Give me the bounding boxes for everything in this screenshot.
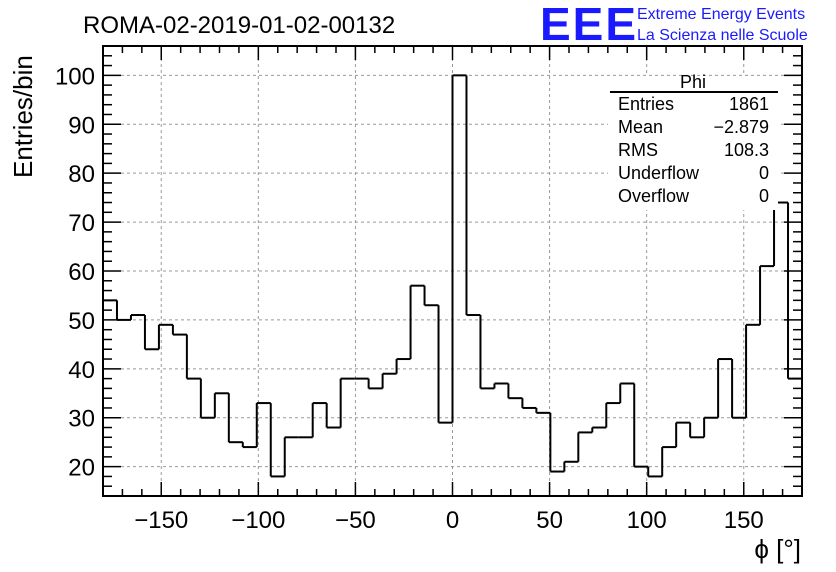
x-tick-label: 50 (536, 507, 563, 534)
logo-mark: EEE (540, 0, 638, 50)
x-tick-label: 0 (446, 507, 459, 534)
x-tick-label: −150 (134, 507, 188, 534)
x-tick-label: 150 (724, 507, 764, 534)
y-axis-label: Entries/bin (8, 55, 38, 178)
stats-row-label: Entries (618, 94, 674, 114)
y-tick-label: 60 (68, 259, 95, 286)
stats-row-label: RMS (618, 140, 658, 160)
chart-title: ROMA-02-2019-01-02-00132 (83, 12, 395, 39)
y-tick-label: 20 (68, 455, 95, 482)
stats-row-label: Overflow (618, 186, 690, 206)
tick-marks (102, 45, 803, 497)
y-tick-label: 100 (55, 63, 95, 90)
y-tick-label: 80 (68, 161, 95, 188)
logo-line-2: La Scienza nelle Scuole (637, 27, 808, 44)
stats-row-value: 108.3 (724, 140, 769, 160)
y-tick-label: 90 (68, 112, 95, 139)
x-axis-label: ϕ [°] (754, 534, 801, 564)
x-tick-label: −100 (231, 507, 285, 534)
stats-box-title: Phi (680, 72, 706, 92)
histogram-series (103, 74, 802, 478)
stats-row-label: Underflow (618, 163, 700, 183)
y-tick-label: 50 (68, 308, 95, 335)
y-tick-label: 40 (68, 357, 95, 384)
y-tick-label: 30 (68, 406, 95, 433)
stats-row-value: 0 (759, 186, 769, 206)
stats-row-value: −2.879 (713, 117, 769, 137)
y-tick-label: 70 (68, 210, 95, 237)
stats-box: Phi Entries 1861 Mean −2.879 RMS 108.3 Underfl… (608, 72, 778, 210)
logo: EEE Extreme Energy Events La Scienza nel… (540, 0, 808, 50)
x-tick-label: −50 (335, 507, 376, 534)
stats-row-value: 0 (759, 163, 769, 183)
tick-labels: −150 −100 −50 0 50 100 150 20 30 40 50 60 70 80 90 100 (55, 63, 764, 534)
stats-row-label: Mean (618, 117, 663, 137)
stats-rows: Entries 1861 Mean −2.879 RMS 108.3 Underflow 0 O… (618, 94, 769, 206)
stats-row-value: 1861 (729, 94, 769, 114)
x-tick-label: 100 (627, 507, 667, 534)
logo-line-1: Extreme Energy Events (637, 6, 805, 23)
stats-box-background (608, 76, 778, 210)
